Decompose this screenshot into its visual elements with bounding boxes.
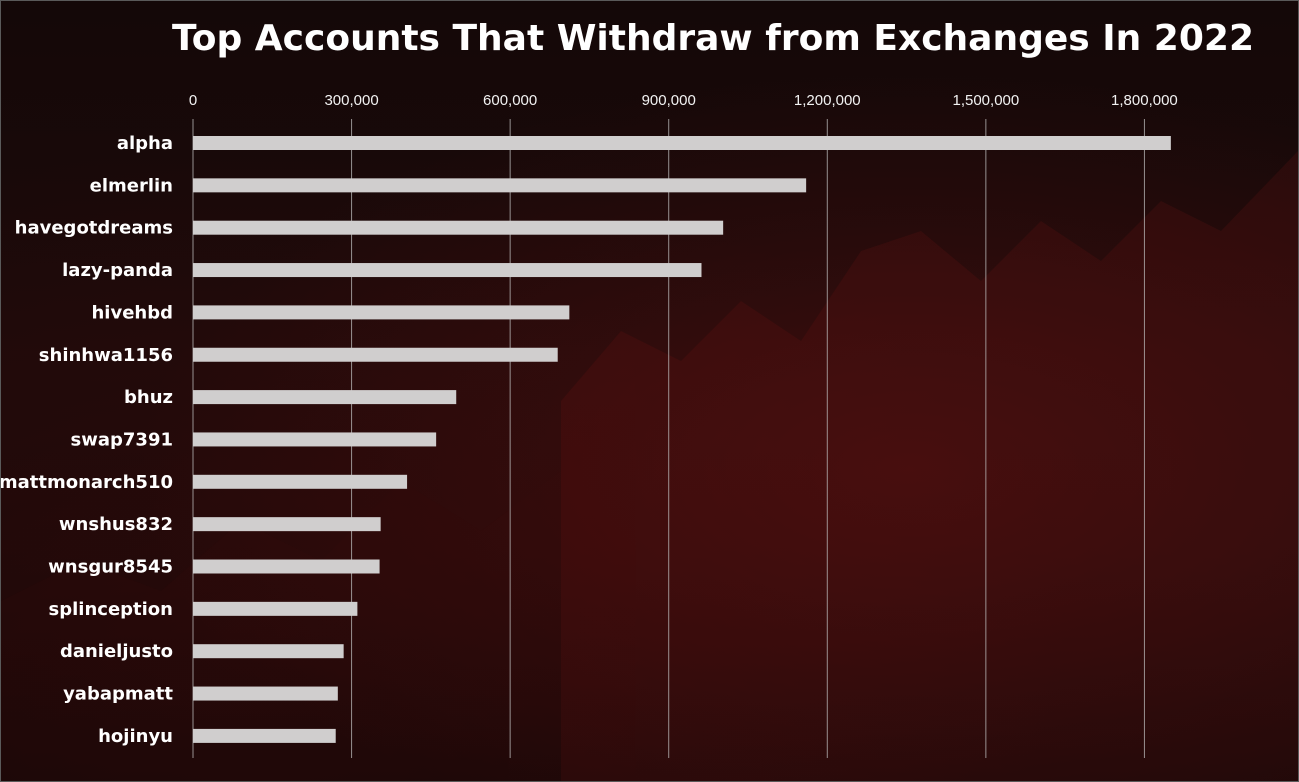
x-tick-label: 1,500,000 bbox=[952, 92, 1019, 109]
bar bbox=[193, 220, 724, 235]
category-label: yabapmatt bbox=[63, 684, 173, 705]
bar bbox=[193, 559, 380, 574]
bar bbox=[193, 347, 558, 362]
bar bbox=[193, 305, 570, 320]
category-label: hivehbd bbox=[91, 302, 173, 323]
x-tick-label: 0 bbox=[189, 92, 197, 109]
bar bbox=[193, 432, 437, 447]
bar bbox=[193, 390, 457, 405]
category-label: swap7391 bbox=[71, 429, 173, 450]
chart-title: Top Accounts That Withdraw from Exchange… bbox=[172, 18, 1254, 59]
category-label: havegotdreams bbox=[15, 218, 173, 239]
category-label: wnsgur8545 bbox=[48, 557, 173, 578]
bar bbox=[193, 644, 344, 659]
category-label: wnshus832 bbox=[59, 514, 173, 535]
bar bbox=[193, 136, 1171, 150]
x-tick-label: 300,000 bbox=[324, 92, 378, 109]
category-label: alpha bbox=[117, 133, 173, 154]
category-label: bhuz bbox=[124, 387, 173, 408]
bars bbox=[193, 136, 1171, 743]
category-label: splinception bbox=[49, 599, 173, 620]
category-labels: alpha elmerlin havegotdreams lazy-panda hive… bbox=[1, 133, 173, 747]
x-axis-tick-labels: 0 300,000 600,000 900,000 1,200,000 1,500,000… bbox=[189, 92, 1178, 109]
bar bbox=[193, 263, 702, 278]
x-tick-label: 1,200,000 bbox=[794, 92, 861, 109]
bar bbox=[193, 601, 358, 616]
category-label: mattmonarch510 bbox=[1, 472, 173, 493]
category-label: lazy-panda bbox=[62, 260, 173, 281]
bar bbox=[193, 178, 807, 193]
bar bbox=[193, 728, 336, 743]
category-label: danieljusto bbox=[60, 641, 173, 662]
bar bbox=[193, 474, 408, 489]
category-label: shinhwa1156 bbox=[39, 345, 173, 366]
category-label: elmerlin bbox=[90, 175, 173, 196]
x-tick-label: 1,800,000 bbox=[1111, 92, 1178, 109]
bar bbox=[193, 686, 338, 701]
background-decor bbox=[1, 151, 1298, 781]
x-tick-label: 900,000 bbox=[642, 92, 696, 109]
category-label: hojinyu bbox=[98, 726, 173, 747]
bar bbox=[193, 517, 381, 532]
x-tick-label: 600,000 bbox=[483, 92, 537, 109]
